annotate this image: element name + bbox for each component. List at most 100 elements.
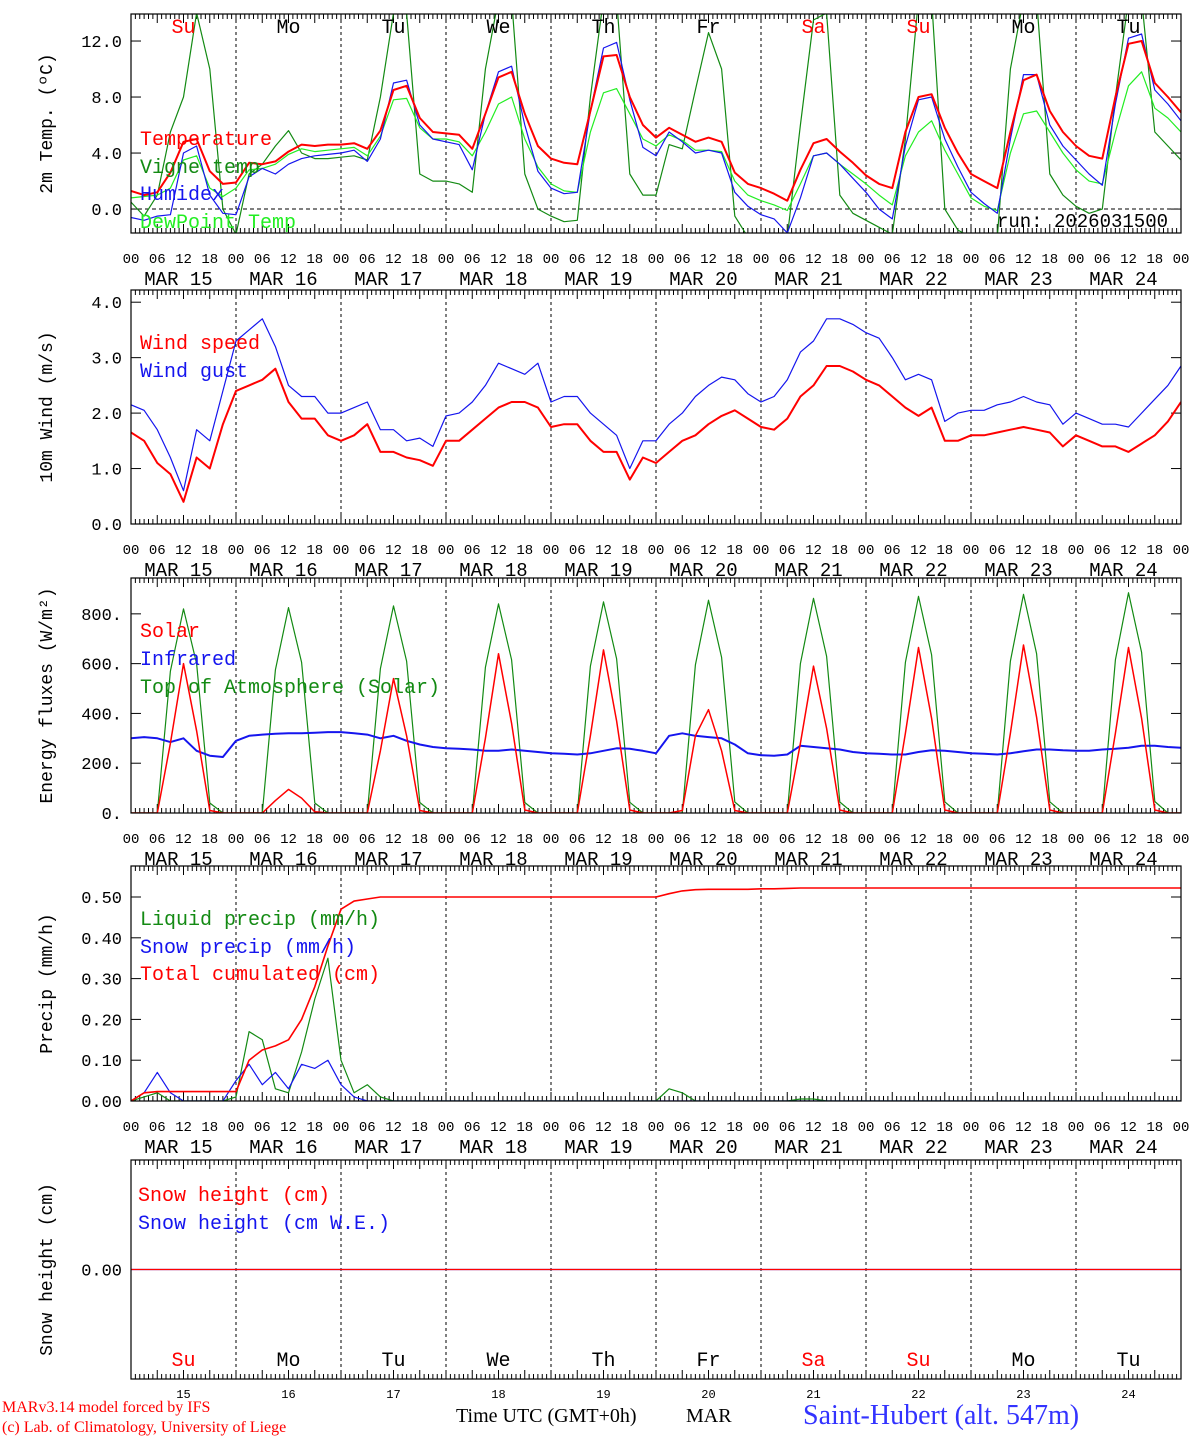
day-name: Su [906,17,930,40]
hour-label: 06 [464,543,481,559]
hour-label: 00 [753,1120,770,1136]
day-name: Tu [381,1350,405,1373]
date-label: MAR 21 [774,1137,842,1159]
hour-label: 00 [1173,252,1190,268]
hour-label: 18 [726,1120,743,1136]
hour-label: 06 [464,1120,481,1136]
series-line-solar [131,644,1181,813]
hour-label: 00 [1173,832,1190,848]
hour-label: 12 [385,1120,402,1136]
hour-label: 18 [516,832,533,848]
hour-label: 00 [438,1120,455,1136]
day-name: Th [591,17,615,40]
series-line-liquid-precip-mm-h [131,957,1181,1101]
hour-label: 18 [726,832,743,848]
series-line-temperature [131,40,1181,202]
hour-label: 00 [333,252,350,268]
legend-entry: Temperature [140,129,272,152]
hour-label: 18 [1146,252,1163,268]
day-number: 22 [911,1388,925,1402]
hour-label: 12 [175,832,192,848]
date-label: MAR 23 [984,849,1052,871]
hour-label: 12 [385,252,402,268]
y-tick-label: 1.0 [91,462,122,481]
hour-label: 12 [1015,832,1032,848]
hour-label: 06 [149,832,166,848]
y-tick-label: 0.00 [81,1094,122,1113]
hour-label: 06 [884,543,901,559]
hour-label: 06 [149,543,166,559]
date-label: MAR 15 [144,849,212,871]
legend-entry: Snow precip (mm/h) [140,937,356,960]
hour-label: 06 [1094,1120,1111,1136]
hour-label: 12 [175,543,192,559]
hour-label: 12 [595,832,612,848]
x-axis-month: MAR [686,1405,732,1427]
series-line-wind-gust [131,318,1181,492]
hour-label: 12 [805,1120,822,1136]
legend-entry: Infrared [140,649,236,672]
series-line-vigne-temp [131,14,1181,233]
hour-label: 12 [175,252,192,268]
hour-label: 18 [201,832,218,848]
hour-label: 12 [490,543,507,559]
hour-label: 18 [201,1120,218,1136]
day-number: 15 [176,1388,190,1402]
y-tick-label: 4.0 [91,146,122,165]
hour-label: 06 [884,1120,901,1136]
date-label: MAR 22 [879,560,947,582]
hour-label: 06 [569,252,586,268]
hour-label: 12 [490,832,507,848]
hour-label: 12 [1120,252,1137,268]
hour-label: 06 [989,543,1006,559]
hour-label: 18 [306,1120,323,1136]
hour-label: 12 [280,832,297,848]
hour-label: 00 [543,832,560,848]
y-axis-label: Energy fluxes (W/m²) [38,587,58,803]
series-line-wind-speed [131,365,1181,503]
legend-entry: Vigne temp [140,157,260,180]
panel-4: 0.00 Snow height (cm) Snow height (cm) Snow… [38,1159,1182,1402]
hour-label: 18 [1146,543,1163,559]
hour-label: 06 [989,832,1006,848]
hour-label: 06 [149,1120,166,1136]
date-label: MAR 16 [249,1137,317,1159]
y-axis-label: Precip (mm/h) [38,913,58,1053]
date-label: MAR 22 [879,849,947,871]
hour-label: 12 [910,1120,927,1136]
hour-label: 00 [648,252,665,268]
hour-label: 00 [543,252,560,268]
y-tick-label: 0.30 [81,972,122,991]
run-label: run: 2026031500 [997,211,1168,233]
hour-label: 00 [1068,543,1085,559]
y-tick-label: 2.0 [91,406,122,425]
hour-label: 12 [805,252,822,268]
hour-label: 00 [438,543,455,559]
hour-label: 18 [726,543,743,559]
legend-entry: Wind speed [140,333,260,356]
date-label: MAR 20 [669,849,737,871]
day-name: Mo [1011,1350,1035,1373]
hour-label: 18 [936,252,953,268]
day-number: 17 [386,1388,400,1402]
legend-entry: Total cumulated (cm) [140,964,380,987]
y-tick-label: 0.40 [81,931,122,950]
hour-label: 18 [306,543,323,559]
date-label: MAR 21 [774,560,842,582]
date-label: MAR 19 [564,269,632,291]
date-label: MAR 22 [879,1137,947,1159]
day-number: 23 [1016,1388,1030,1402]
hour-label: 18 [306,832,323,848]
hour-label: 00 [123,543,140,559]
day-name: Mo [276,1350,300,1373]
hour-label: 06 [359,1120,376,1136]
y-tick-label: 0.20 [81,1012,122,1031]
hour-label: 12 [280,543,297,559]
day-name: Tu [1116,1350,1140,1373]
hour-label: 00 [963,832,980,848]
series-line-dewpoint-temp [131,71,1181,212]
hour-label: 18 [411,1120,428,1136]
hour-label: 06 [254,1120,271,1136]
day-name: Mo [276,17,300,40]
hour-label: 18 [831,832,848,848]
